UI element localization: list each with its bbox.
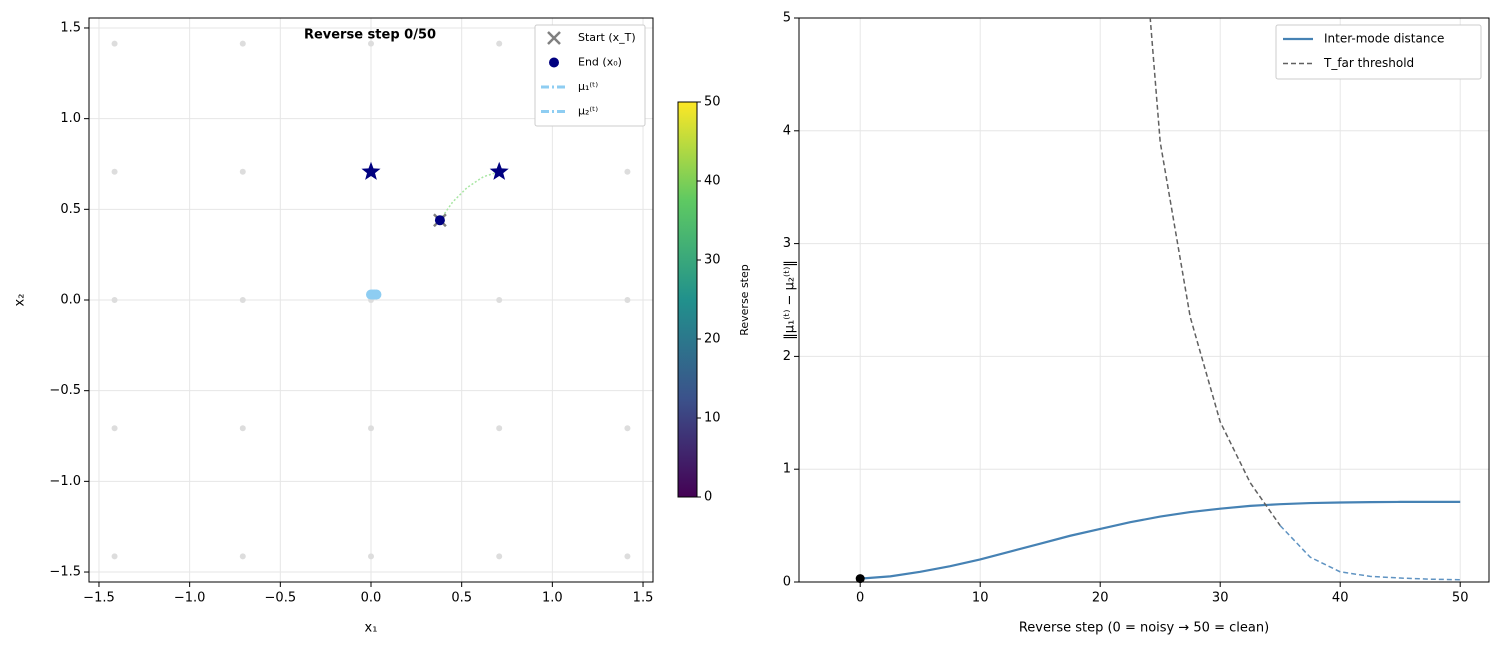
grid-point [239,40,246,47]
y-tick-label: −1.0 [49,474,81,489]
plot-area [111,40,631,560]
grid-point [111,40,118,47]
legend-label: Start (x_T) [578,31,636,44]
legend-label: End (x₀) [578,56,622,69]
legend-swatch [549,57,559,68]
y-tick-label: 0.0 [60,293,81,308]
grid-point [368,425,374,432]
grid-point [111,553,118,560]
series-line [860,500,1461,580]
y-tick-label: 0 [783,575,791,590]
legend-box [1275,24,1482,80]
legend: Start (x_T) End (x₀) μ₁⁽ᵗ⁾ μ₂⁽ᵗ⁾ [534,24,646,127]
y-tick-label: 1 [783,462,791,477]
plot-frame [798,17,1490,583]
legend: Inter-mode distance T_far threshold [1275,24,1482,80]
y-tick-label: 1.5 [60,20,81,35]
x-tick-label: 0.0 [361,591,382,606]
grid-point [239,553,246,560]
x-tick-label: 1.5 [633,591,654,606]
grid-point [496,297,503,303]
grid-point [496,40,503,47]
legend-label: μ₁⁽ᵗ⁾ [578,80,598,93]
x-tick-label: 40 [1332,591,1349,606]
colorbar-tick-label: 20 [704,332,721,347]
grid-point [111,168,118,175]
legend-label: μ₂⁽ᵗ⁾ [578,105,598,118]
grid-point [624,553,631,560]
grid-point [496,425,503,432]
x-tick-label: −1.5 [83,591,115,606]
y-tick-label: 2 [783,349,791,364]
y-tick-label: 1.0 [60,111,81,126]
colorbar-tick-label: 0 [704,490,712,505]
legend-label: Inter-mode distance [1324,32,1444,46]
x-tick-label: −1.0 [174,591,206,606]
grid-point [496,553,503,560]
trajectory [439,171,500,221]
target-mode [489,161,509,180]
x-tick-label: 10 [972,591,989,606]
plot-area [860,18,1461,581]
x-tick-label: −0.5 [265,591,297,606]
legend-swatch [547,31,561,45]
y-tick-label: −1.5 [49,565,81,580]
x-tick-label: 0.5 [451,591,472,606]
colorbar-tick-label: 10 [704,411,721,426]
grid-point [624,168,631,175]
colorbar [677,101,698,498]
colorbar-label: Reverse step [738,264,751,336]
grid-point [624,297,631,303]
legend-box [534,24,646,127]
series-line [1149,18,1281,527]
y-tick-label: 3 [783,236,791,251]
grid-point [111,297,118,303]
mode-mean [371,289,382,300]
chart-title: Reverse step 0/50 [304,28,436,43]
y-tick-label: −0.5 [49,383,81,398]
grid-point [239,168,246,175]
grid-point [624,425,631,432]
grid-point [111,425,118,432]
x-tick-label: 0 [856,591,864,606]
x-axis-label: x₁ [365,621,378,636]
y-axis-label: x₂ [13,294,28,307]
y-axis-label: ‖μ₁⁽ᵗ⁾ − μ₂⁽ᵗ⁾‖ [783,260,798,340]
colorbar-tick-label: 50 [704,95,721,110]
y-tick-label: 0.5 [60,202,81,217]
grid-point [368,553,374,560]
x-axis-label: Reverse step (0 = noisy → 50 = clean) [1019,621,1269,636]
y-tick-label: 5 [783,11,791,26]
colorbar-tick-label: 40 [704,174,721,189]
x-tick-label: 50 [1452,591,1469,606]
x-tick-label: 20 [1092,591,1109,606]
y-tick-label: 4 [783,123,791,138]
end-point [434,215,445,226]
grid-point [239,297,246,303]
plot-frame [88,17,654,583]
series-line [1279,525,1461,581]
grid-point [239,425,246,432]
x-tick-label: 30 [1212,591,1229,606]
x-tick-label: 1.0 [542,591,563,606]
target-mode [361,161,381,180]
colorbar-tick-label: 30 [704,253,721,268]
current-point [855,574,865,584]
legend-label: T_far threshold [1323,56,1414,70]
grid-point [368,40,374,47]
